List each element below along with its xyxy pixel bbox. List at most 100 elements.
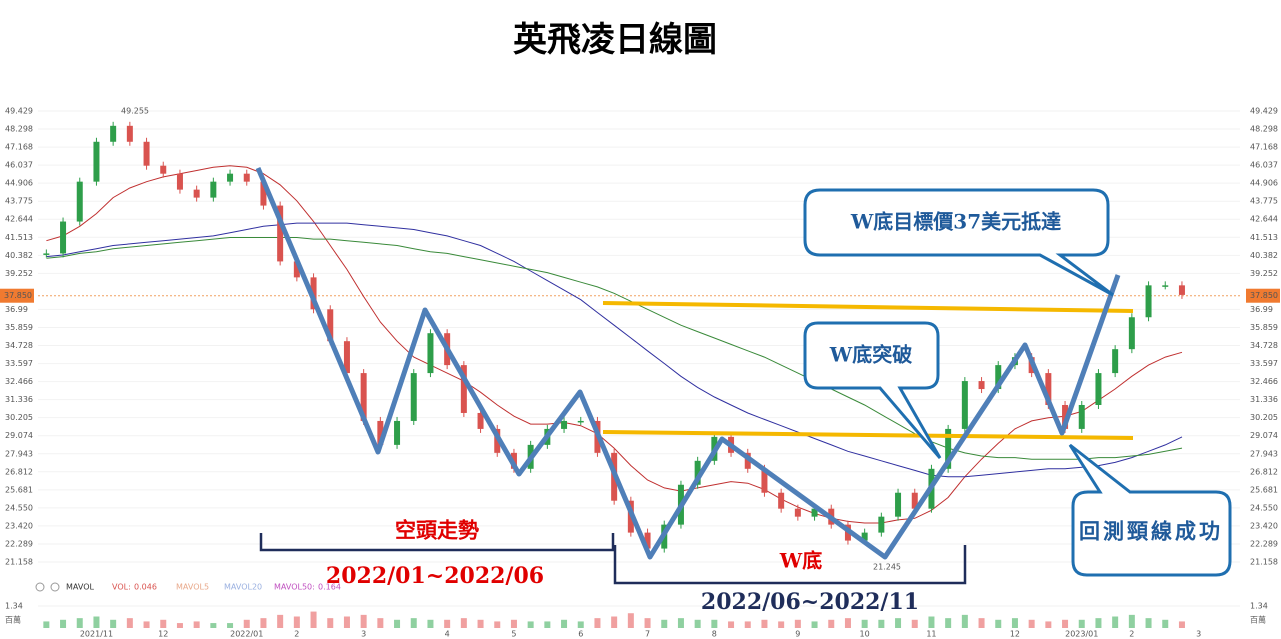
volume-bar	[1095, 618, 1102, 628]
volume-bar	[193, 621, 200, 628]
volume-bar	[961, 614, 968, 628]
y-tick-label: 40.382	[5, 251, 33, 260]
volume-bar	[911, 619, 918, 628]
y-tick-label: 34.728	[1250, 341, 1278, 350]
candle	[193, 189, 200, 198]
annotation: 2022/06~2022/11	[701, 589, 919, 615]
candle	[1178, 285, 1185, 295]
y-tick-label: 32.466	[5, 377, 33, 386]
callout	[1068, 443, 1232, 577]
y-tick-label: 39.252	[1250, 269, 1278, 278]
volume-bar	[43, 621, 50, 628]
y-tick-label: 22.289	[5, 539, 33, 548]
candle	[126, 125, 133, 142]
last-price-box	[0, 288, 34, 303]
y-tick-label: 31.336	[5, 395, 33, 404]
volume-bar	[811, 621, 818, 628]
x-tick-label: 2021/11	[80, 630, 113, 639]
legend-label: MAVOL50:	[274, 583, 315, 592]
y-tick-label: 27.943	[5, 449, 33, 458]
volume-bar	[995, 619, 1002, 628]
volume-bar	[627, 613, 634, 628]
volume-bar	[878, 619, 885, 628]
volume-tick-label: 1.34	[1250, 602, 1268, 611]
volume-bar	[544, 621, 551, 628]
y-tick-label: 32.466	[1250, 377, 1278, 386]
candle	[343, 341, 350, 374]
legend-value: 0.046	[134, 583, 157, 592]
x-tick-label: 8	[712, 630, 717, 639]
candle	[1078, 404, 1085, 429]
candle	[1112, 349, 1119, 374]
candle	[1045, 373, 1052, 405]
candle	[327, 309, 334, 342]
y-tick-label: 23.420	[5, 521, 33, 530]
volume-bar	[110, 619, 117, 628]
annotation: 2022/01~2022/06	[326, 563, 544, 589]
y-tick-label: 44.906	[1250, 179, 1278, 188]
volume-bar	[260, 618, 267, 628]
volume-bar	[711, 619, 718, 628]
candle	[160, 165, 167, 174]
x-tick-label: 3	[361, 630, 366, 639]
volume-bar	[243, 619, 250, 628]
volume-bar	[293, 616, 300, 628]
x-tick-label: 2023/01	[1065, 630, 1098, 639]
candle	[978, 381, 985, 390]
candle	[761, 468, 768, 493]
volume-bar	[895, 618, 902, 628]
candle	[227, 173, 234, 182]
candle	[243, 173, 250, 182]
volume-bar	[761, 619, 768, 628]
volume-bar	[828, 619, 835, 628]
volume-bar	[744, 621, 751, 628]
volume-bar	[444, 619, 451, 628]
volume-bar	[1078, 619, 1085, 628]
volume-bar	[277, 614, 284, 628]
y-tick-label: 30.205	[1250, 413, 1278, 422]
y-tick-label: 25.681	[1250, 485, 1278, 494]
y-tick-label: 33.597	[5, 359, 33, 368]
candle	[360, 373, 367, 421]
candle	[260, 181, 267, 206]
candle	[277, 205, 284, 262]
y-tick-label: 24.550	[5, 503, 33, 512]
volume-bar	[176, 623, 183, 628]
candle	[577, 420, 584, 423]
y-tick-label: 41.513	[5, 233, 33, 242]
y-tick-label: 46.037	[1250, 161, 1278, 170]
candle	[895, 492, 902, 517]
candle	[878, 516, 885, 533]
y-tick-label: 35.859	[5, 323, 33, 332]
y-tick-label: 26.812	[1250, 467, 1278, 476]
candle	[110, 125, 117, 142]
volume-bar	[310, 611, 317, 628]
y-tick-label: 34.728	[5, 341, 33, 350]
legend-label: MAVOL	[66, 583, 94, 592]
volume-bar	[427, 619, 434, 628]
y-tick-label: 22.289	[1250, 539, 1278, 548]
volume-bar	[945, 618, 952, 628]
neckline-lower	[602, 430, 1134, 440]
candle	[293, 261, 300, 278]
volume-bar	[60, 619, 67, 628]
callout	[803, 188, 1114, 297]
volume-bar	[477, 619, 484, 628]
x-tick-label: 3	[1196, 630, 1201, 639]
volume-bar	[377, 618, 384, 628]
volume-bar	[1045, 621, 1052, 628]
last-price-box	[1246, 288, 1280, 303]
ma-line	[46, 222, 1183, 478]
bracket	[259, 533, 615, 552]
volume-bar	[1011, 618, 1018, 628]
candle	[410, 373, 417, 421]
candle	[961, 381, 968, 429]
volume-bar	[728, 621, 735, 628]
volume-bar	[494, 621, 501, 628]
candle	[477, 412, 484, 429]
y-tick-label: 42.644	[5, 215, 33, 224]
volume-bar	[1162, 619, 1169, 628]
volume-bar	[394, 619, 401, 628]
y-tick-label: 30.205	[5, 413, 33, 422]
volume-bar	[1128, 614, 1135, 628]
